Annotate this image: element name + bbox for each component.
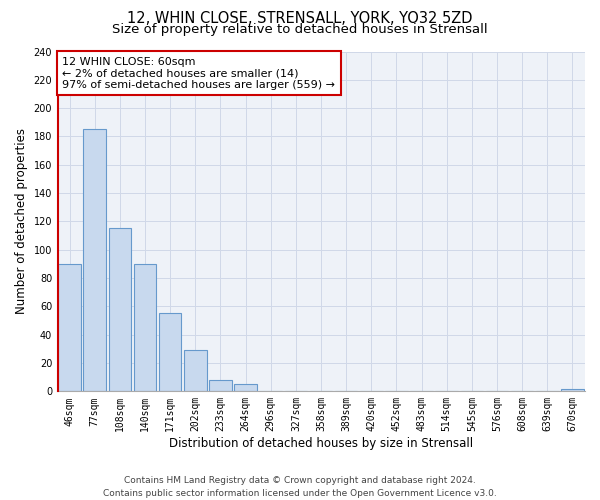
Text: Contains HM Land Registry data © Crown copyright and database right 2024.
Contai: Contains HM Land Registry data © Crown c… <box>103 476 497 498</box>
Bar <box>209 380 232 392</box>
Text: Size of property relative to detached houses in Strensall: Size of property relative to detached ho… <box>112 22 488 36</box>
Bar <box>561 388 584 392</box>
Bar <box>184 350 206 392</box>
Bar <box>134 264 157 392</box>
Bar <box>234 384 257 392</box>
Bar <box>58 264 81 392</box>
Bar <box>159 314 181 392</box>
Bar <box>83 130 106 392</box>
Bar <box>109 228 131 392</box>
Y-axis label: Number of detached properties: Number of detached properties <box>15 128 28 314</box>
Text: 12 WHIN CLOSE: 60sqm
← 2% of detached houses are smaller (14)
97% of semi-detach: 12 WHIN CLOSE: 60sqm ← 2% of detached ho… <box>62 56 335 90</box>
X-axis label: Distribution of detached houses by size in Strensall: Distribution of detached houses by size … <box>169 437 473 450</box>
Text: 12, WHIN CLOSE, STRENSALL, YORK, YO32 5ZD: 12, WHIN CLOSE, STRENSALL, YORK, YO32 5Z… <box>127 11 473 26</box>
